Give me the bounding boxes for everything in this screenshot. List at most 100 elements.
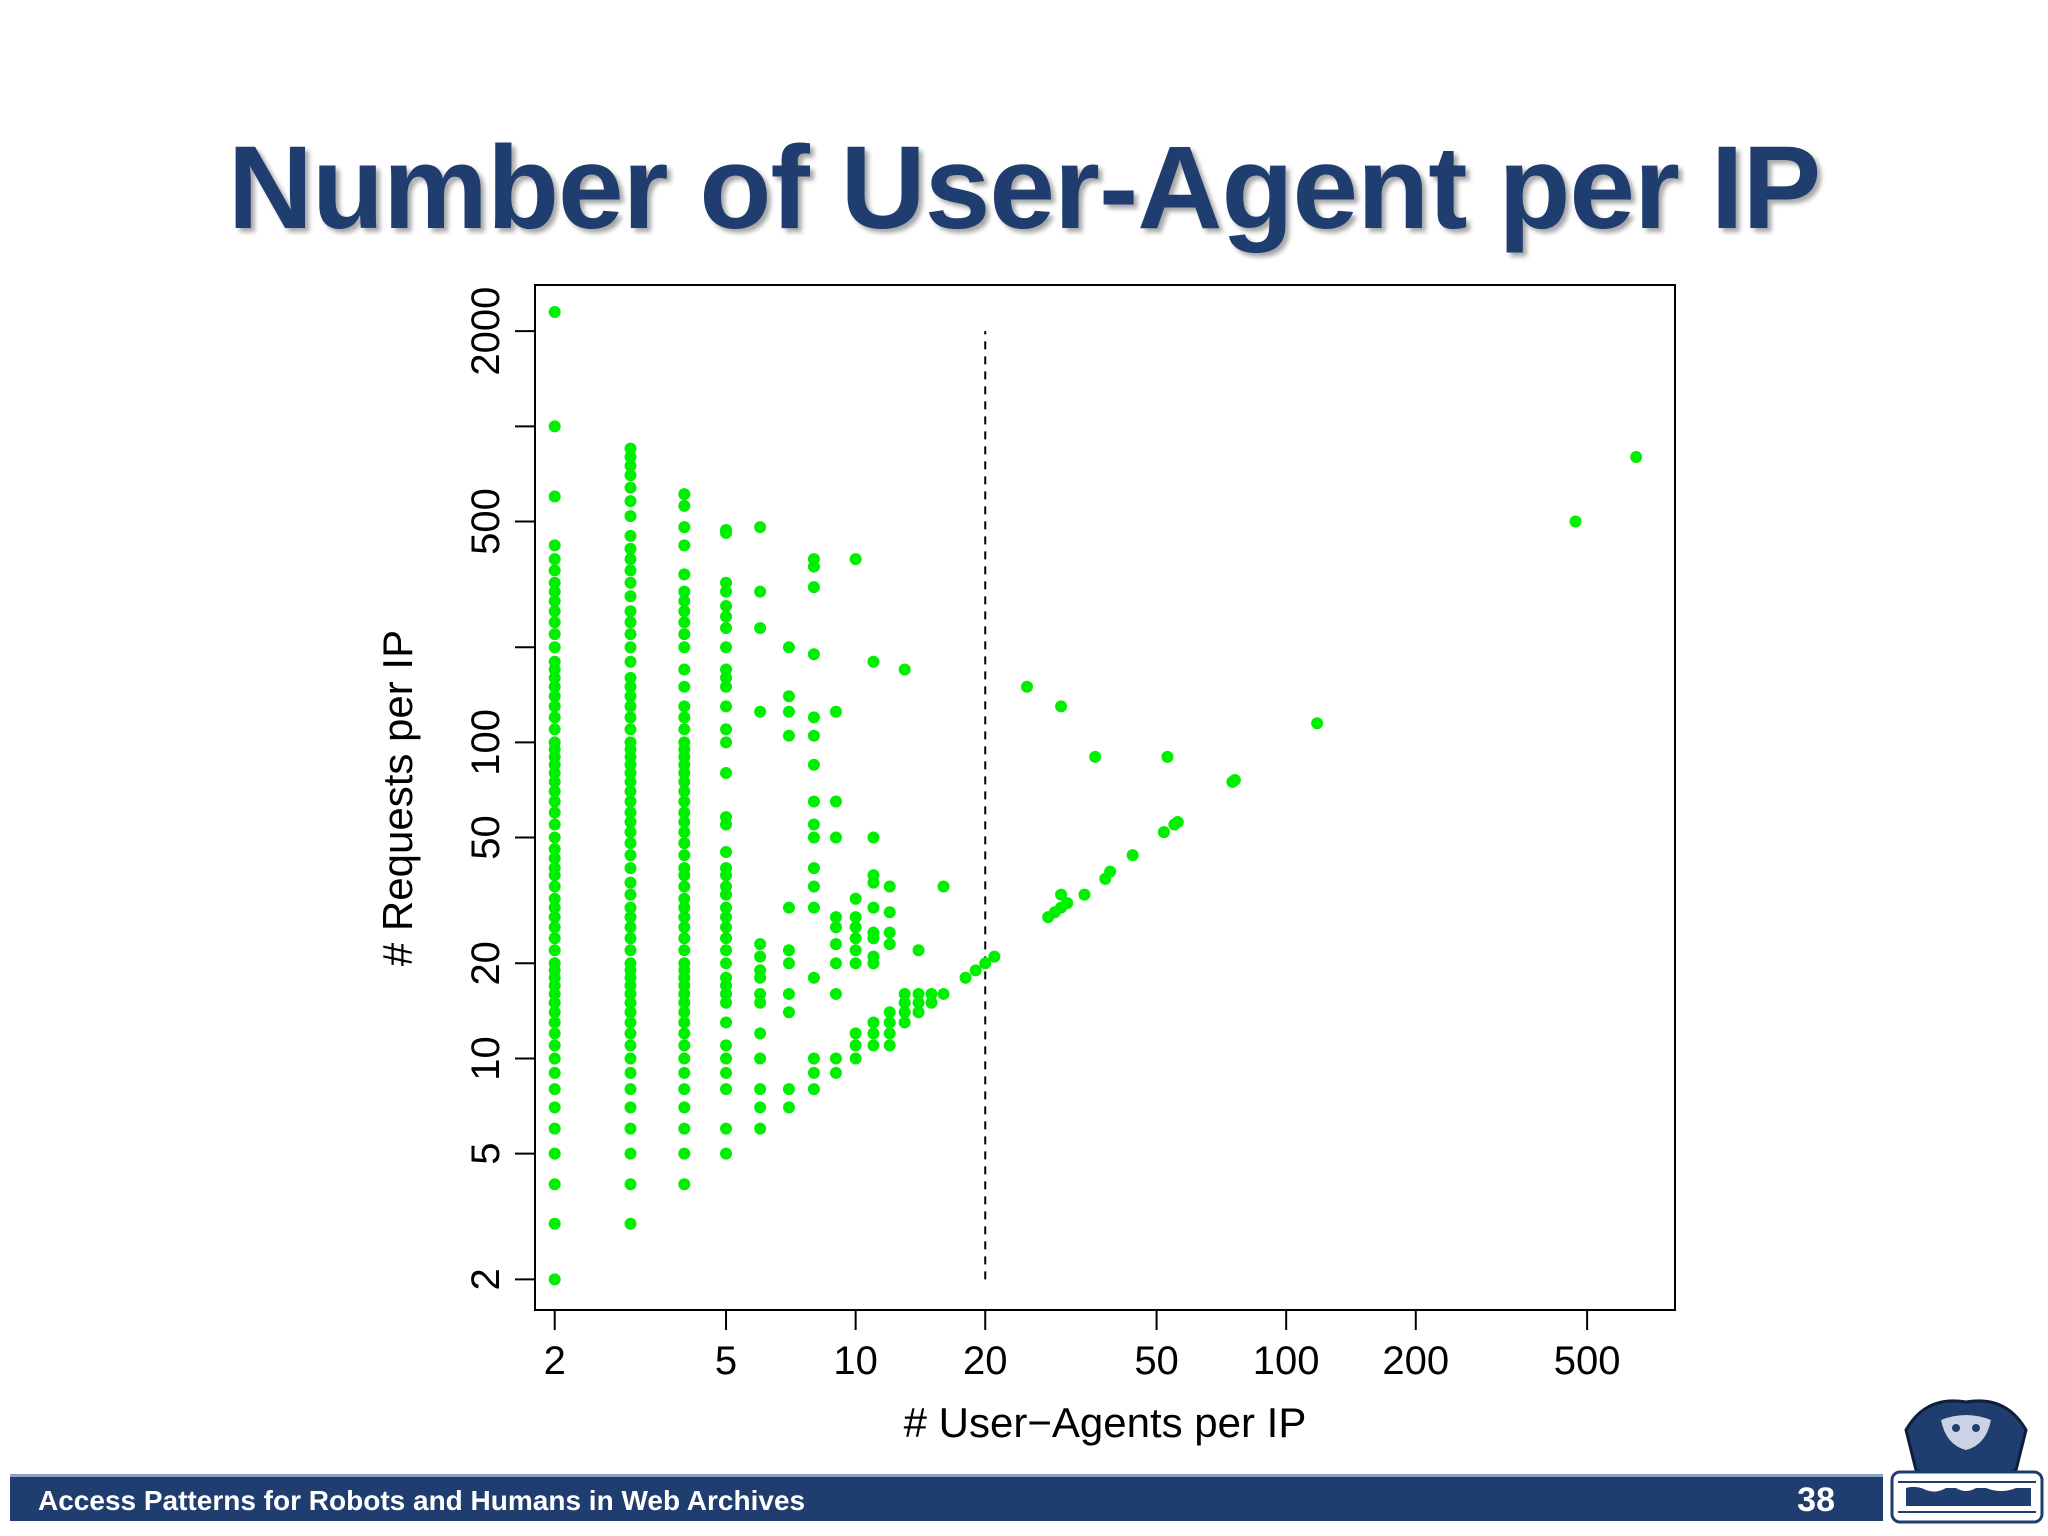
data-point (678, 711, 691, 724)
data-point (867, 950, 880, 963)
data-point (782, 944, 795, 957)
data-point (720, 641, 733, 654)
data-point (979, 957, 992, 970)
data-point (624, 590, 637, 603)
data-point (624, 655, 637, 668)
data-point (678, 795, 691, 808)
data-point (754, 938, 767, 951)
data-point (624, 616, 637, 629)
data-point (678, 700, 691, 713)
data-point (678, 1006, 691, 1019)
data-point (678, 1083, 691, 1096)
data-point (959, 971, 972, 984)
data-point (720, 723, 733, 736)
data-point (548, 957, 561, 970)
data-point (548, 576, 561, 589)
data-point (624, 785, 637, 798)
data-point (548, 605, 561, 618)
data-point (624, 1178, 637, 1191)
data-point (548, 1101, 561, 1114)
data-point (548, 1083, 561, 1096)
data-point (782, 1083, 795, 1096)
data-point (720, 576, 733, 589)
data-point (548, 723, 561, 736)
data-point (807, 711, 820, 724)
data-point (807, 729, 820, 742)
data-point (548, 862, 561, 875)
x-tick-label: 5 (715, 1339, 737, 1383)
data-point (548, 932, 561, 945)
data-point (807, 1052, 820, 1065)
data-point (849, 911, 862, 924)
data-point (1157, 826, 1170, 839)
data-point (849, 957, 862, 970)
data-point (1055, 888, 1068, 901)
data-point (678, 1178, 691, 1191)
data-point (754, 1101, 767, 1114)
data-point (867, 655, 880, 668)
data-point (624, 553, 637, 566)
y-tick-label: 500 (464, 488, 508, 555)
data-point (720, 1052, 733, 1065)
data-point (678, 767, 691, 780)
data-point (829, 1052, 842, 1065)
data-point (678, 616, 691, 629)
data-point (548, 700, 561, 713)
data-point (867, 1027, 880, 1040)
data-point (807, 581, 820, 594)
data-point (720, 600, 733, 613)
data-point (883, 926, 896, 939)
data-point (807, 758, 820, 771)
data-point (678, 680, 691, 693)
data-point (624, 469, 637, 482)
x-tick-label: 100 (1253, 1339, 1320, 1383)
data-point (624, 1006, 637, 1019)
data-point (548, 539, 561, 552)
data-point (548, 1217, 561, 1230)
data-point (829, 911, 842, 924)
data-point (849, 1027, 862, 1040)
data-point (883, 906, 896, 919)
data-point (678, 775, 691, 788)
data-point (720, 622, 733, 635)
data-point (867, 926, 880, 939)
data-point (720, 996, 733, 1009)
data-point (807, 971, 820, 984)
data-point (624, 921, 637, 934)
data-point (624, 605, 637, 618)
data-point (807, 818, 820, 831)
data-point (548, 806, 561, 819)
x-axis: 2 5 10 20 50 100 200 500 (544, 1309, 1620, 1383)
data-point (925, 987, 938, 1000)
data-point (883, 880, 896, 893)
data-point (678, 605, 691, 618)
data-point (720, 1083, 733, 1096)
data-point (548, 987, 561, 1000)
data-point (720, 901, 733, 914)
data-point (548, 711, 561, 724)
data-point (548, 775, 561, 788)
data-point (624, 690, 637, 703)
data-points (548, 306, 1643, 1286)
data-point (754, 996, 767, 1009)
data-point (624, 815, 637, 828)
data-point (548, 655, 561, 668)
data-point (548, 490, 561, 503)
data-point (988, 950, 1001, 963)
data-point (624, 849, 637, 862)
data-point (883, 938, 896, 951)
data-point (720, 736, 733, 749)
data-point (548, 1039, 561, 1052)
data-point (1161, 750, 1174, 763)
data-point (624, 711, 637, 724)
data-point (624, 450, 637, 463)
data-point (720, 1039, 733, 1052)
data-point (829, 831, 842, 844)
data-point (624, 1039, 637, 1052)
data-point (624, 481, 637, 494)
data-point (678, 911, 691, 924)
data-point (624, 495, 637, 508)
data-point (548, 996, 561, 1009)
data-point (883, 1016, 896, 1029)
data-point (624, 996, 637, 1009)
